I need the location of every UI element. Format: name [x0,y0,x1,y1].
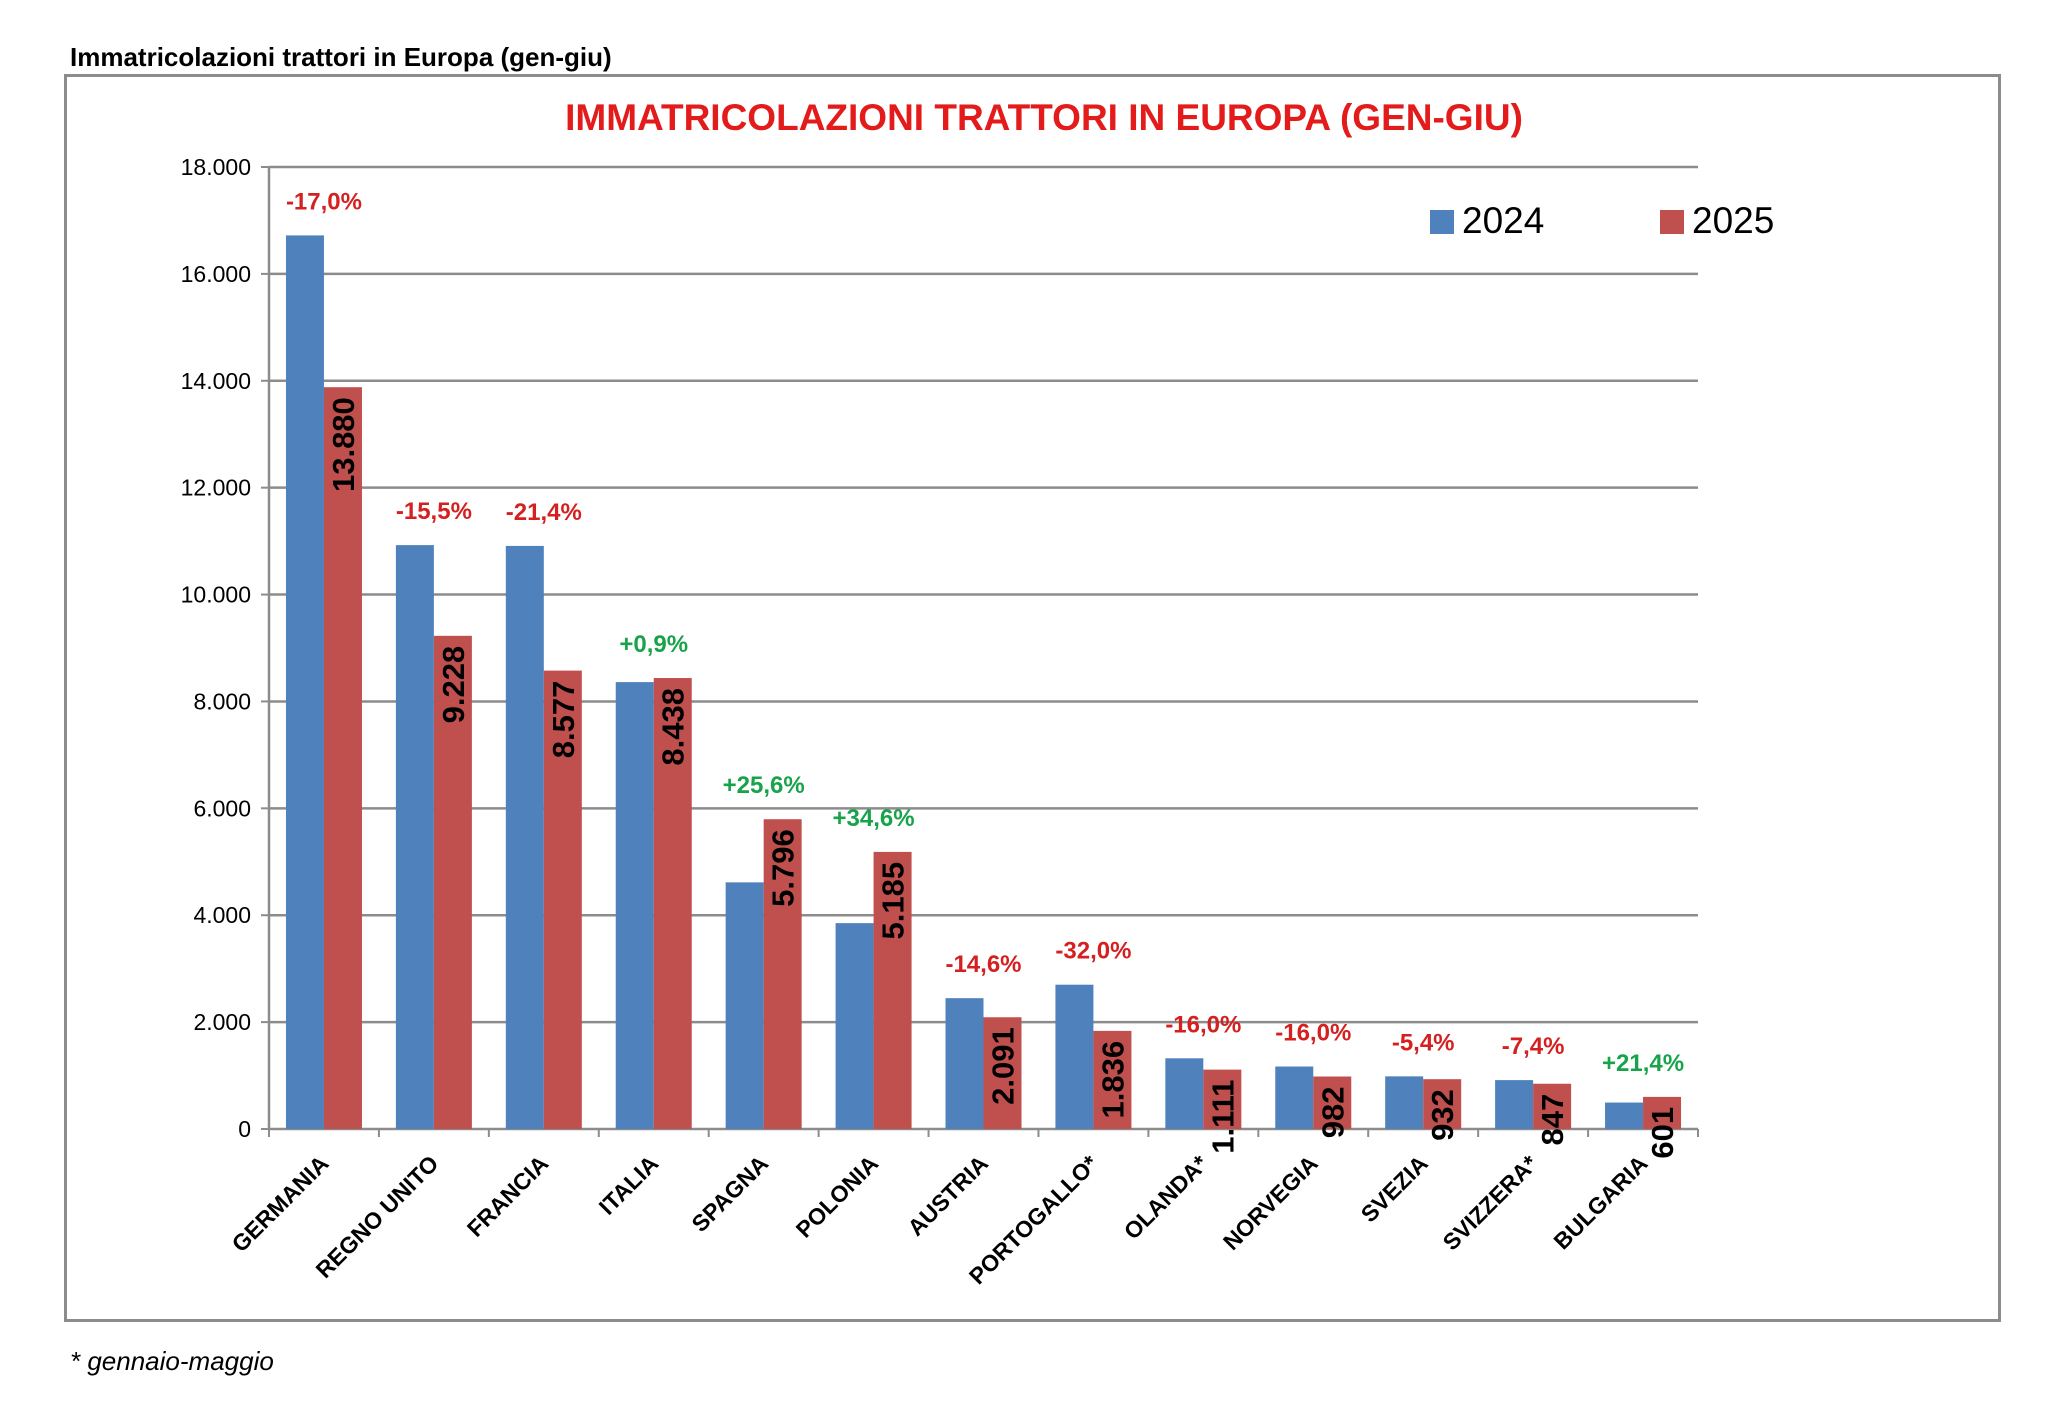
data-label-2025: 5.796 [766,829,801,907]
bar-2024 [1275,1066,1314,1129]
bar-2024 [1385,1076,1424,1129]
legend-swatch-2024 [1430,210,1454,234]
bar-2024 [615,682,654,1129]
x-category-label: SVIZZERA* [1438,1150,1543,1255]
pct-change-label: +25,6% [723,772,805,799]
data-label-2025: 13.880 [326,397,361,492]
y-tick-label: 16.000 [181,261,251,287]
data-label-2025: 8.438 [656,688,691,766]
x-category-label: GERMANIA [227,1150,334,1257]
x-category-label: AUSTRIA [902,1150,993,1241]
pct-change-label: -16,0% [1275,1020,1351,1047]
x-category-label: NORVEGIA [1218,1150,1323,1255]
bar-2024 [835,923,874,1129]
pct-change-label: +34,6% [833,805,915,832]
legend-swatch-2025 [1660,210,1684,234]
footnote: * gennaio-maggio [70,1346,274,1376]
pct-change-label: -17,0% [286,188,362,215]
y-tick-label: 14.000 [181,368,251,394]
pct-change-label: +21,4% [1602,1050,1684,1077]
chart-legend: 2024 2025 [1430,200,1774,241]
x-category-label: FRANCIA [462,1150,554,1242]
gridlines [269,165,1698,1024]
data-labels: 13.880 -17,0% 9.228 -15,5% 8.577 -21,4% 8.438 +… [286,188,1684,1158]
pct-change-label: +0,9% [619,631,688,658]
bar-2025 [653,678,692,1129]
y-tick-label: 18.000 [181,154,251,180]
bar-2024 [1495,1080,1534,1129]
data-label-2025: 932 [1425,1089,1460,1141]
data-label-2025: 847 [1535,1094,1570,1146]
legend-label-2024: 2024 [1462,200,1544,241]
y-tick-label: 0 [238,1116,251,1142]
bar-2025 [543,670,582,1129]
page-heading: Immatricolazioni trattori in Europa (gen… [70,42,612,72]
x-category-label: SVEZIA [1356,1150,1433,1227]
bar-2024 [285,235,324,1130]
y-tick-label: 2.000 [193,1009,251,1035]
y-tick-label: 12.000 [181,475,251,501]
y-tick-label: 10.000 [181,582,251,608]
bar-chart: 0 2.000 4.000 6.000 8.000 10.000 12.000 14.000 1… [181,97,1775,1289]
bar-2025 [433,635,472,1129]
pct-change-label: -16,0% [1165,1011,1241,1038]
y-tick-label: 4.000 [193,902,251,928]
y-tick-label: 8.000 [193,688,251,714]
bar-2024 [1605,1102,1644,1129]
bar-2024 [1055,984,1094,1129]
chart-frame: 0 2.000 4.000 6.000 8.000 10.000 12.000 14.000 1… [64,74,2001,1322]
x-category-label: OLANDA* [1119,1150,1213,1244]
x-category-label: ITALIA [594,1150,664,1220]
bar-2025 [1533,1083,1572,1129]
data-label-2025: 2.091 [986,1027,1021,1105]
data-label-2025: 1.111 [1205,1080,1240,1154]
pct-change-label: -5,4% [1392,1029,1455,1056]
data-label-2025: 601 [1645,1107,1680,1159]
bar-2025 [873,851,912,1129]
bar-2025 [1093,1030,1132,1129]
bar-2024 [395,545,434,1129]
legend-label-2025: 2025 [1692,200,1774,241]
data-label-2025: 8.577 [546,681,581,759]
pct-change-label: -32,0% [1055,938,1131,965]
data-label-2025: 9.228 [436,646,471,724]
y-tick-label: 6.000 [193,795,251,821]
bar-2025 [983,1017,1022,1129]
pct-change-label: -7,4% [1502,1033,1565,1060]
bar-2025 [1203,1069,1242,1129]
bars [285,235,1682,1130]
bar-2024 [1165,1058,1204,1129]
pct-change-label: -21,4% [506,499,582,526]
bar-2024 [505,545,544,1129]
bar-2025 [1313,1076,1352,1129]
x-category-label: BULGARIA [1548,1150,1652,1254]
data-label-2025: 1.836 [1095,1041,1130,1119]
bar-2024 [725,882,764,1129]
bar-2025 [1423,1079,1462,1129]
bar-2025 [763,819,802,1129]
bar-2024 [945,998,984,1129]
pct-change-label: -14,6% [945,951,1021,978]
x-category-label: SPAGNA [686,1150,773,1237]
data-label-2025: 982 [1315,1087,1350,1139]
pct-change-label: -15,5% [396,498,472,525]
data-label-2025: 5.185 [876,862,911,940]
x-category-label: POLONIA [791,1150,883,1242]
chart-title: IMMATRICOLAZIONI TRATTORI IN EUROPA (GEN… [565,97,1523,138]
bar-2025 [323,387,362,1129]
bar-2025 [1643,1096,1682,1129]
